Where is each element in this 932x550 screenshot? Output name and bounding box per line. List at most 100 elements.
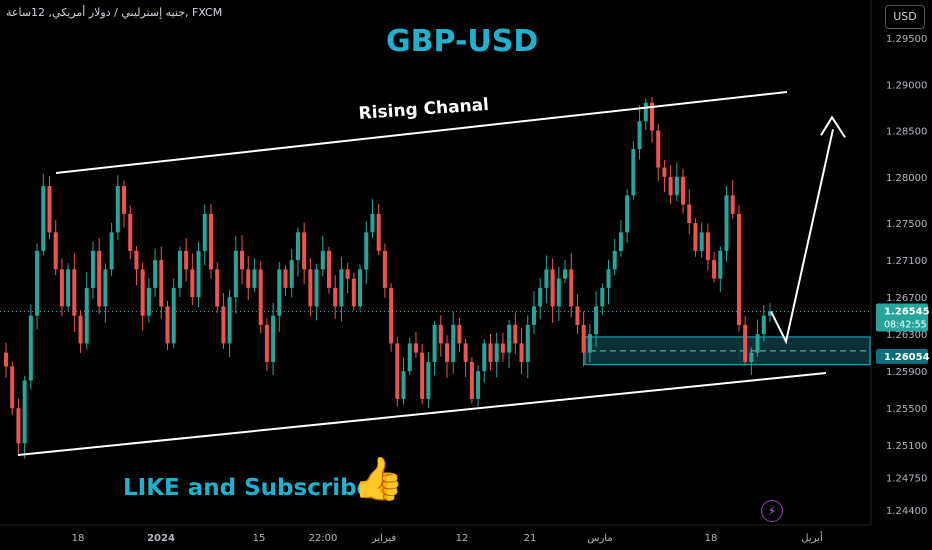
candle-body <box>339 269 344 307</box>
candle-body <box>308 269 313 307</box>
candle-body <box>66 269 71 307</box>
candle-body <box>699 232 704 251</box>
candle-body <box>277 269 282 316</box>
candle-body <box>426 361 431 399</box>
candle-body <box>656 130 661 168</box>
candle-body <box>550 269 555 307</box>
candle-body <box>240 250 245 270</box>
candle-body <box>662 167 667 177</box>
candle-body <box>190 269 195 298</box>
candle-body <box>587 334 592 353</box>
candle-body <box>16 408 21 444</box>
candle-body <box>364 232 369 270</box>
candle-body <box>208 213 213 270</box>
channel-lower-line <box>17 372 827 456</box>
candle-body <box>618 232 623 251</box>
x-tick-label: 18 <box>72 533 85 544</box>
candle-body <box>687 204 692 224</box>
candle-body <box>625 195 630 233</box>
candle-body <box>606 269 611 288</box>
candle-body <box>202 213 207 251</box>
candle-body <box>469 361 474 399</box>
candle-body <box>519 343 524 362</box>
candle-body <box>730 195 735 214</box>
zone-price-label: 1.26054 <box>884 352 930 363</box>
currency-button[interactable]: USD <box>885 5 925 29</box>
x-tick-label: فبراير <box>371 533 397 544</box>
candle-body <box>320 250 325 270</box>
x-tick-label: 2024 <box>147 533 175 544</box>
candle-body <box>482 343 487 372</box>
candle-body <box>476 371 481 399</box>
candle-body <box>724 195 729 251</box>
candle-body <box>345 269 350 279</box>
x-tick-label: 22:00 <box>309 533 338 544</box>
y-tick-label: 1.26300 <box>886 330 927 341</box>
candle-body <box>743 324 748 362</box>
candle-body <box>395 343 400 399</box>
y-tick-label: 1.25900 <box>886 367 927 378</box>
candle-body <box>494 343 499 362</box>
candle-body <box>171 287 176 344</box>
candle-body <box>59 269 64 307</box>
candle-body <box>370 213 375 233</box>
candle-body <box>72 269 77 316</box>
y-tick-label: 1.25100 <box>886 441 927 452</box>
candle-body <box>718 250 723 279</box>
candle-body <box>382 250 387 288</box>
thumbs-up-icon: 👍 <box>352 454 405 503</box>
candle-body <box>246 269 251 288</box>
candle-body <box>569 269 574 307</box>
cta-text: LIKE and Subscribe <box>123 475 373 501</box>
candle-body <box>271 315 276 362</box>
candle-body <box>258 269 263 325</box>
candle-body <box>177 250 182 288</box>
x-tick-label: أبريل <box>801 531 823 544</box>
y-tick-label: 1.28000 <box>886 173 927 184</box>
candle-body <box>581 324 586 353</box>
candle-body <box>128 213 133 251</box>
y-tick-label: 1.27500 <box>886 219 927 230</box>
candle-body <box>115 186 120 233</box>
candle-body <box>264 324 269 362</box>
candle-body <box>134 250 139 270</box>
y-tick-label: 1.26700 <box>886 293 927 304</box>
candle-body <box>35 250 40 316</box>
candle-body <box>432 324 437 362</box>
candle-body <box>351 278 356 307</box>
candle-body <box>78 315 83 344</box>
candle-body <box>165 306 170 344</box>
candle-body <box>326 250 331 288</box>
symbol-header: جنيه إسترليني / دولار أمريكي, 12ساعة, FX… <box>6 6 223 19</box>
candle-body <box>681 176 686 205</box>
candle-body <box>513 324 518 344</box>
candle-body <box>538 287 543 307</box>
current-price-label-countdown: 08:42:55 <box>884 319 927 330</box>
candle-body <box>488 343 493 362</box>
candle-body <box>451 324 456 362</box>
chart-title: GBP-USD <box>386 24 539 59</box>
candle-body <box>4 352 8 367</box>
current-price-label: 1.26545 <box>884 306 930 317</box>
candle-body <box>693 223 698 251</box>
candle-body <box>153 260 158 288</box>
current-price-label-bg <box>876 303 928 332</box>
y-tick-label: 1.28500 <box>886 127 927 138</box>
x-tick-label: 21 <box>524 533 537 544</box>
candle-body <box>438 324 443 344</box>
candle-body <box>221 306 226 344</box>
candle-body <box>97 250 102 307</box>
candle-body <box>407 343 412 372</box>
candle-body <box>376 213 381 251</box>
y-tick-label: 1.27100 <box>886 256 927 267</box>
y-tick-label: 1.29000 <box>886 80 927 91</box>
candle-body <box>22 380 27 444</box>
candle-body <box>84 287 89 344</box>
candle-body <box>761 315 766 335</box>
lightning-icon[interactable]: ⚡ <box>761 500 783 522</box>
candle-body <box>227 297 232 344</box>
y-tick-label: 1.29500 <box>886 34 927 45</box>
candle-body <box>389 287 394 344</box>
candle-body <box>314 269 319 307</box>
